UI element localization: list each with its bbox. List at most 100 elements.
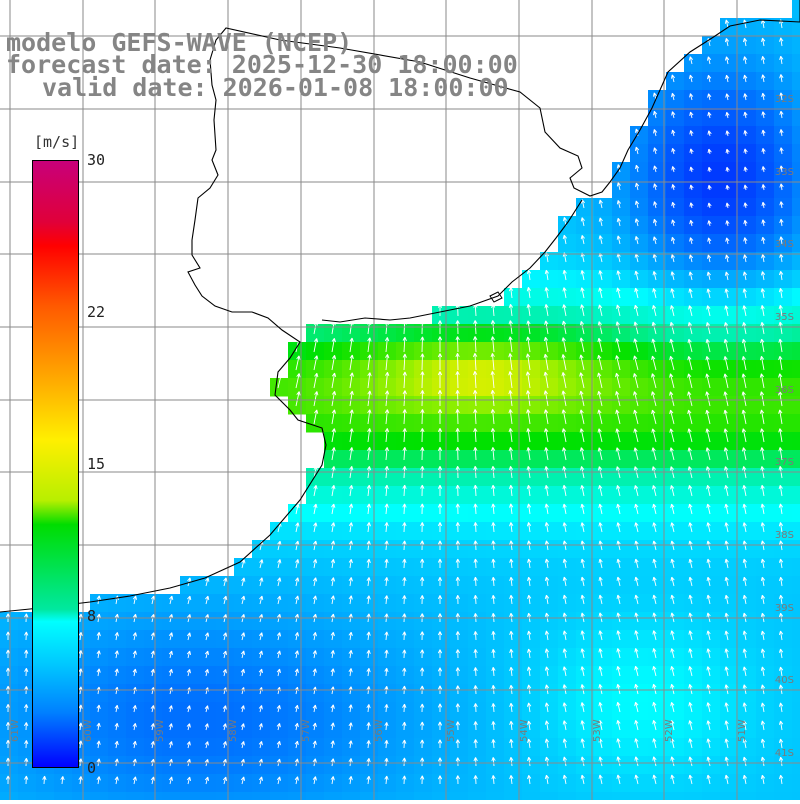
wind-arrow: [330, 740, 335, 749]
wind-arrow: [741, 447, 747, 461]
wind-cell: [576, 738, 595, 757]
wind-arrow: [349, 354, 354, 371]
wind-cell: [504, 378, 523, 397]
wind-cell: [144, 630, 163, 649]
lat-label-39s: 39S: [774, 603, 794, 614]
wind-cell: [36, 792, 55, 804]
wind-cell: [792, 594, 800, 613]
wind-cell: [486, 378, 505, 397]
colorbar-unit-label: [m/s]: [34, 133, 80, 151]
wind-cell: [414, 666, 433, 685]
wind-cell: [396, 522, 415, 541]
wind-cell: [342, 378, 361, 397]
wind-cell: [684, 450, 703, 469]
wind-cell: [378, 468, 397, 487]
wind-arrow: [544, 594, 550, 605]
wind-cell: [612, 756, 631, 775]
lon-label-54w: 54W: [519, 719, 530, 742]
wind-arrow: [349, 320, 354, 335]
wind-cell: [612, 630, 631, 649]
wind-cell: [720, 342, 739, 361]
wind-cell: [594, 612, 613, 631]
wind-cell: [666, 270, 685, 289]
wind-arrow: [562, 774, 567, 785]
wind-arrow: [276, 723, 281, 731]
wind-cell: [162, 774, 181, 793]
wind-cell: [342, 360, 361, 379]
wind-cell: [702, 306, 721, 325]
wind-cell: [342, 558, 361, 577]
wind-arrow: [580, 648, 585, 659]
wind-cell: [324, 468, 343, 487]
wind-cell: [432, 450, 451, 469]
wind-cell: [306, 666, 325, 685]
wind-arrow: [349, 337, 354, 353]
wind-cell: [612, 576, 631, 595]
wind-arrow: [598, 594, 603, 605]
wind-cell: [342, 666, 361, 685]
wind-cell: [576, 414, 595, 433]
wind-arrow: [277, 373, 283, 389]
wind-cell: [612, 684, 631, 703]
wind-cell: [792, 324, 800, 343]
wind-cell: [612, 720, 631, 739]
wind-arrow: [562, 576, 567, 587]
wind-arrow: [760, 720, 766, 731]
wind-arrow: [168, 668, 173, 677]
wind-arrow: [348, 722, 353, 731]
wind-cell: [522, 738, 541, 757]
wind-cell: [324, 486, 343, 505]
wind-arrow: [688, 503, 693, 515]
wind-arrow: [78, 631, 83, 641]
wind-arrow: [778, 522, 784, 533]
wind-arrow: [706, 630, 711, 641]
wind-cell: [594, 342, 613, 361]
wind-cell: [630, 684, 649, 703]
wind-cell: [720, 792, 739, 804]
wind-arrow: [437, 577, 443, 586]
wind-cell: [450, 666, 469, 685]
wind-arrow: [635, 164, 640, 173]
wind-cell: [702, 648, 721, 667]
wind-cell: [414, 684, 433, 703]
wind-cell: [702, 144, 721, 163]
wind-arrow: [509, 503, 514, 515]
wind-arrow: [670, 738, 675, 749]
wind-cell: [270, 576, 289, 595]
wind-arrow: [779, 236, 784, 245]
wind-cell: [486, 576, 505, 595]
wind-arrow: [671, 201, 676, 209]
wind-cell: [702, 702, 721, 721]
wind-arrow: [743, 237, 748, 245]
wind-arrow: [706, 756, 711, 767]
wind-cell: [90, 756, 109, 775]
wind-cell: [792, 468, 800, 487]
wind-cell: [630, 378, 649, 397]
wind-arrow: [634, 485, 639, 497]
wind-arrow: [491, 666, 496, 677]
wind-cell: [198, 720, 217, 739]
wind-cell: [234, 594, 253, 613]
wind-arrow: [420, 428, 425, 443]
wind-cell: [324, 720, 343, 739]
wind-cell: [522, 414, 541, 433]
wind-cell: [288, 576, 307, 595]
wind-cell: [792, 792, 800, 804]
wind-arrow: [616, 522, 621, 533]
wind-cell: [756, 324, 775, 343]
wind-arrow: [760, 594, 766, 605]
wind-arrow: [312, 632, 317, 641]
wind-cell: [738, 792, 757, 804]
wind-cell: [342, 630, 361, 649]
wind-arrow: [688, 558, 693, 569]
wind-arrow: [761, 219, 766, 227]
wind-cell: [774, 198, 793, 217]
wind-arrow: [313, 321, 318, 335]
wind-cell: [756, 540, 775, 559]
wind-cell: [684, 612, 703, 631]
wind-cell: [630, 738, 649, 757]
wind-cell: [792, 576, 800, 595]
wind-arrow: [742, 305, 747, 317]
wind-arrow: [670, 485, 675, 497]
wind-cell: [738, 180, 757, 199]
